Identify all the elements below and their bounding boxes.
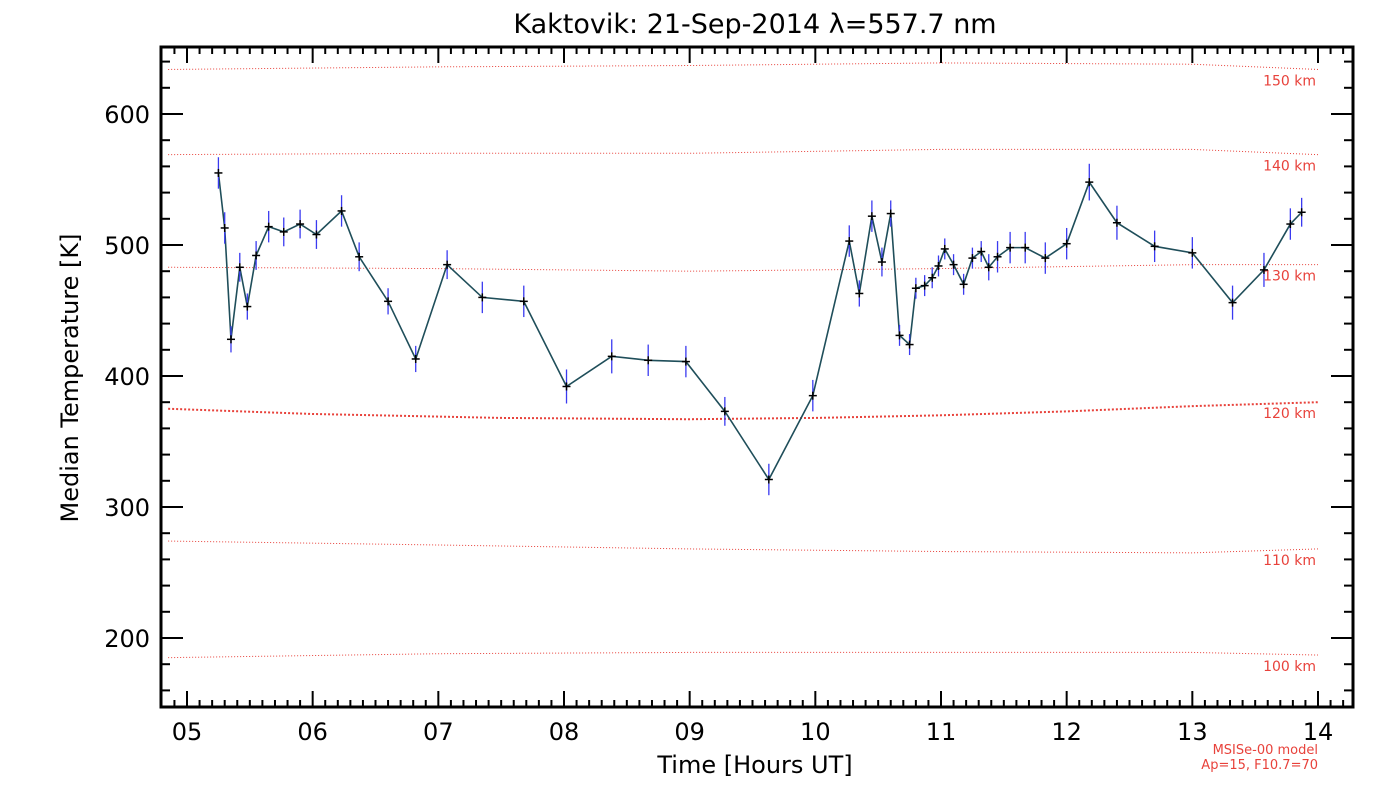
temperature-series-line [217, 172, 1303, 482]
x-tick-label: 05 [172, 718, 203, 746]
altitude-label-150-km: 150 km [1263, 73, 1316, 89]
x-tick-label: 07 [423, 718, 454, 746]
x-tick-label: 12 [1051, 718, 1082, 746]
model-curve-120-km [168, 401, 1319, 421]
altitude-label-120-km: 120 km [1263, 406, 1316, 422]
model-curve-110-km [168, 540, 1319, 554]
chart-title: Kaktovik: 21-Sep-2014 λ=557.7 nm [513, 9, 996, 40]
x-tick-label: 06 [297, 718, 328, 746]
plot-frame [159, 45, 1355, 709]
model-note-line-2: Ap=15, F10.7=70 [1201, 758, 1318, 773]
y-tick-label: 200 [104, 625, 150, 653]
x-tick-label: 13 [1177, 718, 1208, 746]
altitude-label-100-km: 100 km [1263, 659, 1316, 675]
y-tick-label: 500 [104, 232, 150, 260]
plot-area: 150 km 140 km 130 km 120 km 110 km 100 km 05 06… [104, 45, 1355, 746]
altitude-label-110-km: 110 km [1263, 553, 1316, 569]
x-tick-label: 11 [926, 718, 957, 746]
x-tick-label: 08 [549, 718, 580, 746]
x-tick-label: 10 [800, 718, 831, 746]
altitude-label-130-km: 130 km [1263, 269, 1316, 285]
y-tick-label: 600 [104, 101, 150, 129]
model-curve-150-km [168, 62, 1319, 70]
x-axis-label: Time [Hours UT] [656, 751, 852, 779]
model-note-line-1: MSISe-00 model [1213, 743, 1318, 758]
model-curve-130-km [168, 264, 1318, 272]
y-tick-label: 400 [104, 363, 150, 391]
x-tick-label: 14 [1303, 718, 1334, 746]
y-tick-label: 300 [104, 494, 150, 522]
model-curve-100-km [168, 651, 1319, 659]
model-curve-140-km [168, 148, 1319, 156]
y-axis-label: Median Temperature [K] [56, 233, 84, 522]
altitude-label-140-km: 140 km [1263, 159, 1316, 175]
x-tick-label: 09 [674, 718, 705, 746]
